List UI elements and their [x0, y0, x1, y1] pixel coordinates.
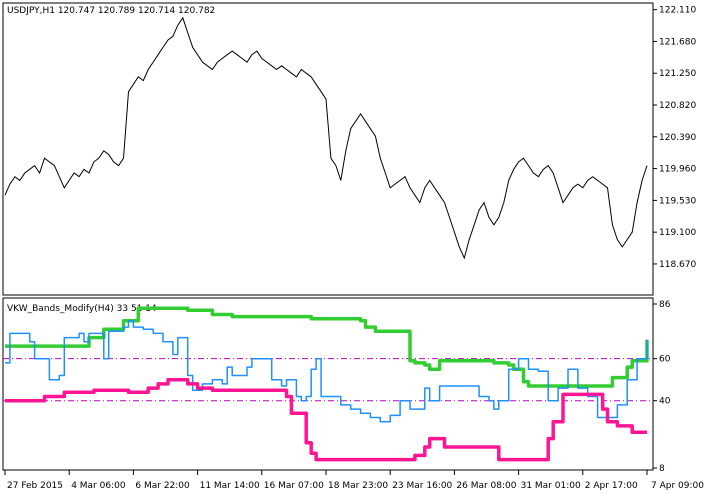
time-tick-label: 23 Mar 16:00: [392, 481, 452, 491]
upper-band-line: [5, 306, 649, 388]
time-tick-label: 11 Mar 14:00: [200, 481, 260, 491]
price-line: [4, 16, 648, 260]
indicator-tick-label: 40: [659, 397, 671, 407]
price-tick-label: 121.250: [659, 69, 696, 79]
time-tick-label: 31 Mar 01:00: [521, 481, 581, 491]
indicator-axis: 86 60 40 8: [653, 300, 671, 474]
indicator-panel-title: VKW_Bands_Modify(H4) 33 51 14: [7, 304, 157, 314]
middle-line: [5, 320, 648, 423]
indicator-series: [5, 306, 649, 462]
lower-band-line: [5, 377, 647, 462]
indicator-tick-label: 60: [659, 355, 671, 365]
price-tick-label: 121.680: [659, 37, 696, 47]
indicator-tick-label: 86: [659, 300, 671, 310]
price-panel: USDJPY,H1 120.747 120.789 120.714 120.78…: [2, 2, 696, 296]
time-tick-label: 2 Apr 17:00: [585, 481, 638, 491]
price-tick-label: 119.530: [659, 196, 696, 206]
price-tick-label: 120.820: [659, 101, 696, 111]
indicator-tick-label: 8: [659, 464, 665, 474]
price-tick-label: 120.390: [659, 133, 696, 143]
time-tick-label: 7 Apr 09:00: [651, 481, 704, 491]
time-tick-label: 27 Feb 2015: [7, 481, 63, 491]
price-tick-label: 119.100: [659, 228, 696, 238]
time-tick-label: 6 Mar 22:00: [135, 481, 190, 491]
indicator-panel-frame: [2, 297, 654, 471]
price-series: [4, 16, 648, 260]
price-panel-frame: [2, 2, 654, 296]
time-tick-label: 26 Mar 08:00: [456, 481, 516, 491]
price-axis: 122.110 121.680 121.250 120.820 120.390 119.9…: [653, 6, 696, 270]
price-panel-title: USDJPY,H1 120.747 120.789 120.714 120.78…: [7, 6, 215, 16]
time-tick-label: 18 Mar 23:00: [328, 481, 388, 491]
time-tick-label: 4 Mar 06:00: [71, 481, 126, 491]
price-tick-label: 119.960: [659, 165, 696, 175]
price-tick-label: 118.670: [659, 260, 696, 270]
indicator-panel: VKW_Bands_Modify(H4) 33 51 14 86 60 40 8: [2, 297, 671, 474]
time-tick-label: 16 Mar 07:00: [264, 481, 324, 491]
price-tick-label: 122.110: [659, 6, 696, 16]
indicator-levels: [3, 358, 653, 402]
time-axis: 27 Feb 2015 4 Mar 06:00 6 Mar 22:00 11 Mar …: [4, 470, 704, 491]
